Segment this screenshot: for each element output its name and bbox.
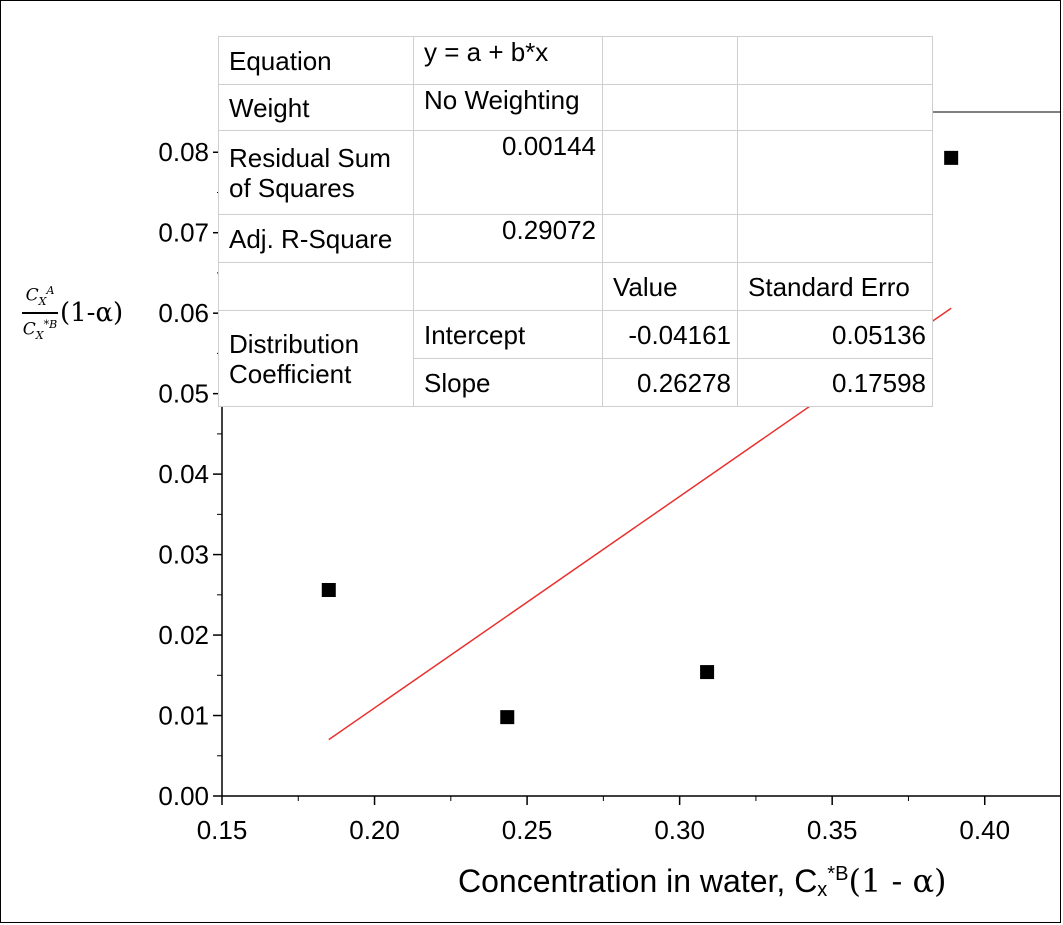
data-point: [944, 150, 959, 165]
r2-value: 0.29072: [413, 214, 603, 263]
x-tick-label: 0.35: [807, 815, 858, 845]
rss-label: Residual Sum of Squares: [218, 130, 414, 215]
y-axis-factor: (1-α): [60, 297, 124, 328]
group-label: Distribution Coefficient: [218, 310, 414, 407]
x-tick-label: 0.20: [349, 815, 400, 845]
data-point: [500, 710, 515, 725]
y-tick-label: 0.00: [158, 781, 209, 811]
y-tick-label: 0.02: [158, 620, 209, 650]
x-tick-label: 0.25: [502, 815, 553, 845]
stderr-column-header: Standard Erro: [737, 262, 933, 311]
table-row: Slope 0.26278 0.17598: [219, 358, 933, 407]
y-tick-label: 0.01: [158, 701, 209, 731]
weight-label: Weight: [218, 84, 414, 131]
y-tick-label: 0.04: [158, 459, 209, 489]
equation-value: y = a + b*x: [413, 36, 603, 85]
fit-results-table: Equation y = a + b*x Weight No Weighting…: [218, 36, 933, 407]
slope-label: Slope: [413, 358, 603, 407]
slope-stderr: 0.17598: [737, 358, 933, 407]
table-row: Weight No Weighting: [218, 84, 933, 131]
r2-label: Adj. R-Square: [218, 214, 414, 263]
y-tick-label: 0.06: [158, 298, 209, 328]
x-axis-title: Concentration in water, Cx*B(1 - α): [458, 862, 947, 901]
table-row: Distribution Coefficient Intercept -0.041…: [218, 310, 933, 407]
intercept-stderr: 0.05136: [737, 310, 933, 359]
weight-value: No Weighting: [413, 84, 603, 131]
intercept-label: Intercept: [413, 310, 603, 359]
y-tick-label: 0.03: [158, 540, 209, 570]
x-tick-label: 0.30: [654, 815, 705, 845]
y-axis-fraction: CXA CX*B: [22, 284, 58, 342]
x-tick-label: 0.15: [197, 815, 248, 845]
x-tick-label: 0.40: [959, 815, 1010, 845]
table-row: Residual Sum of Squares 0.00144: [218, 130, 933, 215]
slope-value: 0.26278: [602, 358, 738, 407]
y-tick-label: 0.08: [158, 137, 209, 167]
y-tick-label: 0.05: [158, 379, 209, 409]
ticks: 0.15 0.20 0.25 0.30 0.35 0.40 0.00 0.01 0.02 0.03…: [158, 137, 1010, 845]
value-column-header: Value: [602, 262, 738, 311]
intercept-value: -0.04161: [602, 310, 738, 359]
data-point: [700, 665, 715, 680]
data-point: [321, 582, 336, 597]
table-row: Equation y = a + b*x: [218, 36, 933, 85]
rss-value: 0.00144: [413, 130, 603, 215]
table-header-row: Value Standard Erro: [218, 262, 933, 311]
equation-label: Equation: [218, 36, 414, 85]
table-row: Adj. R-Square 0.29072: [218, 214, 933, 263]
y-tick-label: 0.07: [158, 218, 209, 248]
data-points: [321, 150, 959, 725]
y-axis-title: CXA CX*B (1-α): [22, 282, 123, 344]
